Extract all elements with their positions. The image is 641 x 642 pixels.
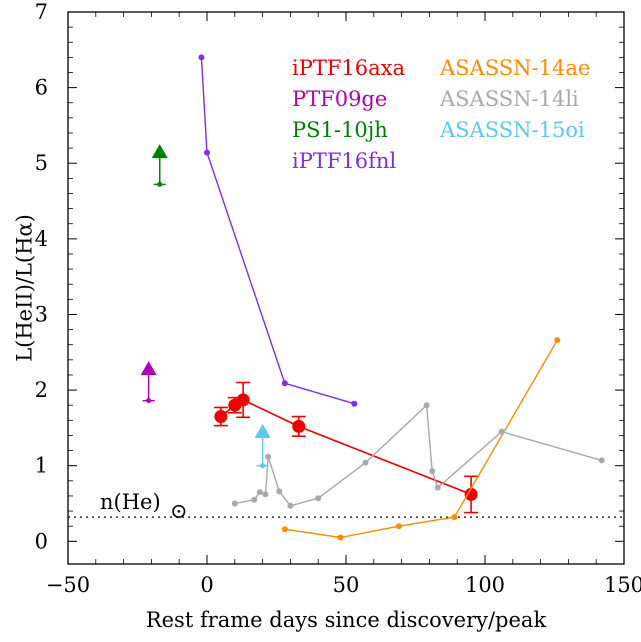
data-point (465, 488, 478, 501)
series-asassn-14li (232, 402, 605, 509)
data-point (435, 485, 441, 491)
y-tick-label: 4 (35, 227, 48, 251)
data-point (362, 460, 368, 466)
series-iptf16axa (214, 383, 478, 513)
y-tick-label: 1 (35, 454, 48, 478)
data-point (396, 523, 402, 529)
data-point (451, 514, 457, 520)
legend-entry-ptf09ge: PTF09ge (292, 87, 387, 111)
data-point (429, 468, 435, 474)
series-line-asassn-14ae (285, 340, 558, 537)
legend-entry-asassn-15oi: ASASSN-15oi (439, 118, 585, 142)
data-point (265, 454, 271, 460)
x-tick-label: 0 (200, 573, 213, 597)
series-line-asassn-14li (235, 405, 602, 506)
series-line-iptf16axa (221, 400, 471, 495)
data-point (232, 501, 238, 507)
legend-entry-asassn-14ae: ASASSN-14ae (439, 56, 590, 80)
legend-entry-iptf16fnl: iPTF16fnl (292, 149, 396, 173)
lower-limit-arrow (141, 361, 157, 375)
data-point (276, 488, 282, 494)
x-tick-label: −50 (46, 573, 90, 597)
y-tick-label: 6 (35, 76, 48, 100)
data-point (146, 398, 151, 403)
data-point (262, 491, 268, 497)
legend-entry-ps1-10jh: PS1-10jh (292, 118, 388, 142)
data-point (351, 401, 357, 407)
y-tick-label: 2 (35, 378, 48, 402)
y-tick-label: 0 (35, 529, 48, 553)
legend-entry-iptf16axa: iPTF16axa (292, 56, 405, 80)
series-ps1-10jh (152, 144, 168, 187)
data-point (260, 463, 265, 468)
data-point (424, 402, 430, 408)
data-point (499, 429, 505, 435)
y-axis-label: L(HeII)/L(Hα) (12, 214, 36, 362)
lower-limit-arrow (152, 144, 168, 158)
reference-line-label: n(He) (100, 490, 161, 514)
data-point (251, 497, 257, 503)
x-axis-label: Rest frame days since discovery/peak (146, 608, 547, 632)
data-point (214, 410, 227, 423)
data-point (554, 337, 560, 343)
data-point (198, 54, 204, 60)
lower-limit-arrow (255, 424, 271, 438)
data-point (257, 489, 263, 495)
data-point (599, 457, 605, 463)
legend: iPTF16axa PTF09ge PS1-10jh iPTF16fnl ASASSN-… (292, 56, 590, 173)
data-point (237, 393, 250, 406)
series-asassn-14ae (282, 337, 560, 540)
y-tick-label: 3 (35, 302, 48, 326)
solar-symbol: ⊙ (170, 499, 188, 523)
y-tick-label: 5 (35, 151, 48, 175)
y-tick-label: 7 (35, 0, 48, 24)
data-point (292, 420, 305, 433)
x-tick-label: 50 (333, 573, 360, 597)
data-point (315, 495, 321, 501)
data-point (337, 535, 343, 541)
data-point (282, 380, 288, 386)
data-point (287, 503, 293, 509)
data-point (157, 182, 162, 187)
legend-entry-asassn-14li: ASASSN-14li (439, 87, 579, 111)
x-tick-label: 100 (465, 573, 505, 597)
series-ptf09ge (141, 361, 157, 403)
data-point (204, 150, 210, 156)
x-tick-label: 150 (604, 573, 641, 597)
data-point (282, 526, 288, 532)
